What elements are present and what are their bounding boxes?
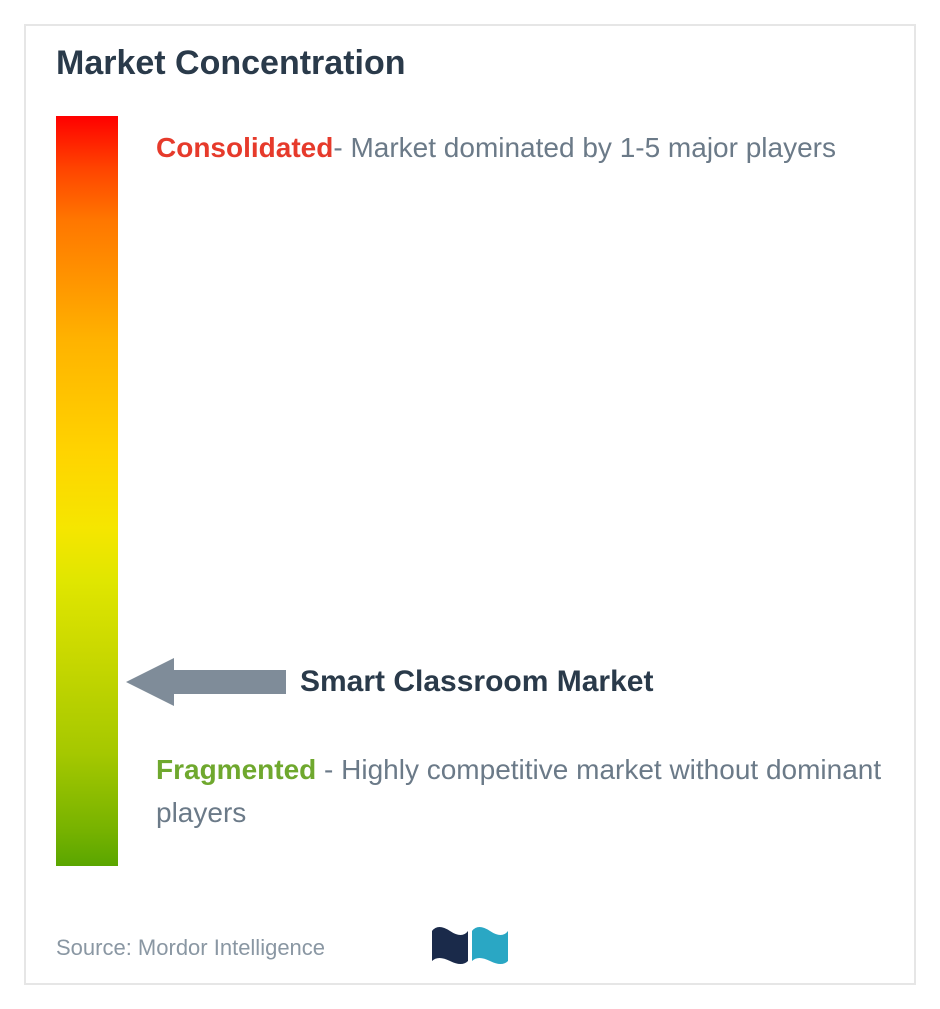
consolidated-keyword: Consolidated <box>156 132 333 163</box>
fragmented-label: Fragmented - Highly competitive market w… <box>156 748 884 835</box>
chart-frame: Market Concentration Consolidated- Marke… <box>24 24 916 985</box>
source-attribution: Source: Mordor Intelligence <box>56 935 325 961</box>
consolidated-description: - Market dominated by 1-5 major players <box>333 132 836 163</box>
fragmented-keyword: Fragmented <box>156 754 316 785</box>
logo-left-wave <box>432 927 468 964</box>
market-name: Smart Classroom Market <box>300 665 653 699</box>
logo-right-wave <box>472 927 508 964</box>
chart-title: Market Concentration <box>56 44 406 83</box>
concentration-gradient-bar <box>56 116 118 866</box>
brand-logo-icon <box>426 921 514 969</box>
consolidated-label: Consolidated- Market dominated by 1-5 ma… <box>156 126 884 169</box>
market-pointer: Smart Classroom Market <box>126 654 653 710</box>
arrow-left-icon <box>126 654 286 710</box>
